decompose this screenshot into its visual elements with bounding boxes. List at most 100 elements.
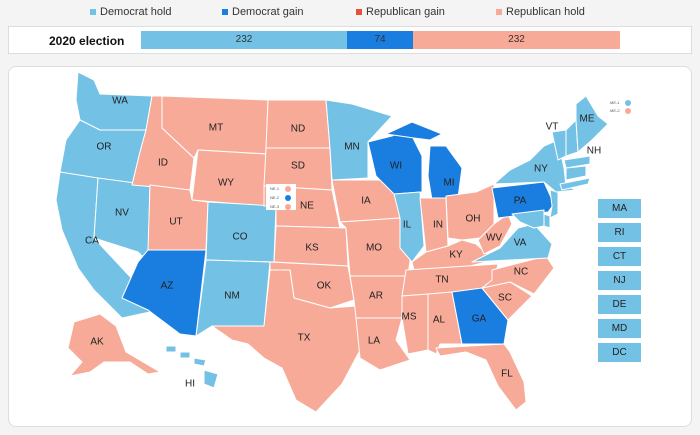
ne-district-box [266,184,296,210]
state-AK[interactable] [67,313,161,377]
bar-dem-gain: 74 [347,31,413,49]
label-CO: CO [233,232,248,243]
legend-swatch-dem-hold [90,9,96,15]
state-NY[interactable] [493,139,577,193]
label-MO: MO [366,243,382,254]
label-PA: PA [514,196,527,207]
label-VT: VT [546,122,559,133]
legend-dem-hold: Democrat hold [90,6,172,18]
legend: Democrat hold Democrat gain Republican g… [0,0,700,22]
label-MN: MN [344,142,360,153]
me-2-label: ME-2 [610,108,620,113]
label-UT: UT [169,217,182,228]
state-button-MA[interactable]: MA [597,198,642,219]
label-AZ: AZ [161,281,174,292]
label-NE: NE [300,201,314,212]
state-LA[interactable] [355,317,411,371]
label-WI: WI [390,161,402,172]
me-2-dot [625,108,631,114]
state-MA-shape [563,155,591,169]
state-WV[interactable] [477,213,513,255]
me-1-label: ME-1 [610,100,620,105]
label-VA: VA [514,238,527,249]
label-OR: OR [97,142,112,153]
label-TN: TN [435,275,448,286]
ne-3-dot [285,204,291,210]
ne-districts: NE-1 NE-2 NE-3 [266,184,296,210]
state-HI[interactable] [165,345,219,389]
state-DE-shape [543,213,551,229]
label-ND: ND [291,124,305,135]
label-KY: KY [449,250,463,261]
state-button-MD[interactable]: MD [597,318,642,339]
label-WY: WY [218,178,234,189]
legend-label: Democrat gain [232,6,304,18]
legend-swatch-dem-gain [222,9,228,15]
label-ME: ME [580,114,595,125]
label-NY: NY [534,164,548,175]
legend-label: Republican gain [366,6,445,18]
bar-rep-hold: 232 [413,31,620,49]
state-PA[interactable] [491,181,555,219]
label-NH: NH [587,146,601,157]
label-OK: OK [317,281,332,292]
bar-dem-hold: 232 [141,31,347,49]
label-FL: FL [501,369,513,380]
state-labels: WA OR CA NV ID MT WY UT CO AZ NM ND SD N… [85,96,601,390]
label-LA: LA [368,336,381,347]
state-MN[interactable] [325,99,393,181]
legend-label: Democrat hold [100,6,172,18]
state-button-CT[interactable]: CT [597,246,642,267]
state-NY-long-island [559,177,591,191]
state-TX[interactable] [211,269,361,413]
label-TX: TX [298,333,311,344]
ne-1-label: NE-1 [270,186,280,191]
label-AR: AR [369,291,383,302]
legend-dem-gain: Democrat gain [222,6,304,18]
state-CT-RI-shape [565,165,587,181]
state-ME[interactable] [575,95,609,153]
legend-swatch-rep-hold [496,9,502,15]
label-WV: WV [486,233,502,244]
legend-label: Republican hold [506,6,585,18]
label-AL: AL [433,315,446,326]
state-button-NJ[interactable]: NJ [597,270,642,291]
state-button-RI[interactable]: RI [597,222,642,243]
state-FL[interactable] [435,343,527,411]
label-KS: KS [305,243,319,254]
label-CA: CA [85,236,99,247]
label-WA: WA [112,96,128,107]
label-IL: IL [403,220,412,231]
ne-2-dot [285,195,291,201]
label-MS: MS [402,312,417,323]
ne-1-dot [285,186,291,192]
summary-title: 2020 election [49,34,125,48]
label-AK: AK [90,337,104,348]
state-GA[interactable] [451,287,509,345]
ne-3-label: NE-3 [270,204,280,209]
label-MI: MI [443,178,454,189]
state-AZ[interactable] [121,249,207,337]
label-SD: SD [291,161,305,172]
state-button-DC[interactable]: DC [597,342,642,363]
me-districts: ME-1 ME-2 [606,98,638,116]
label-HI: HI [185,379,195,390]
state-button-DE[interactable]: DE [597,294,642,315]
legend-swatch-rep-gain [356,9,362,15]
legend-rep-hold: Republican hold [496,6,585,18]
label-NV: NV [115,208,129,219]
label-IN: IN [433,220,443,231]
label-ID: ID [158,158,168,169]
label-SC: SC [498,293,512,304]
seat-summary: 2020 election 232 74 232 [8,26,692,54]
me-1-dot [625,100,631,106]
label-NM: NM [224,291,240,302]
legend-rep-gain: Republican gain [356,6,445,18]
label-OH: OH [466,214,481,225]
state-MS[interactable] [401,293,429,355]
ne-2-label: NE-2 [270,195,280,200]
label-MT: MT [209,123,223,134]
label-IA: IA [361,196,371,207]
label-GA: GA [472,314,487,325]
